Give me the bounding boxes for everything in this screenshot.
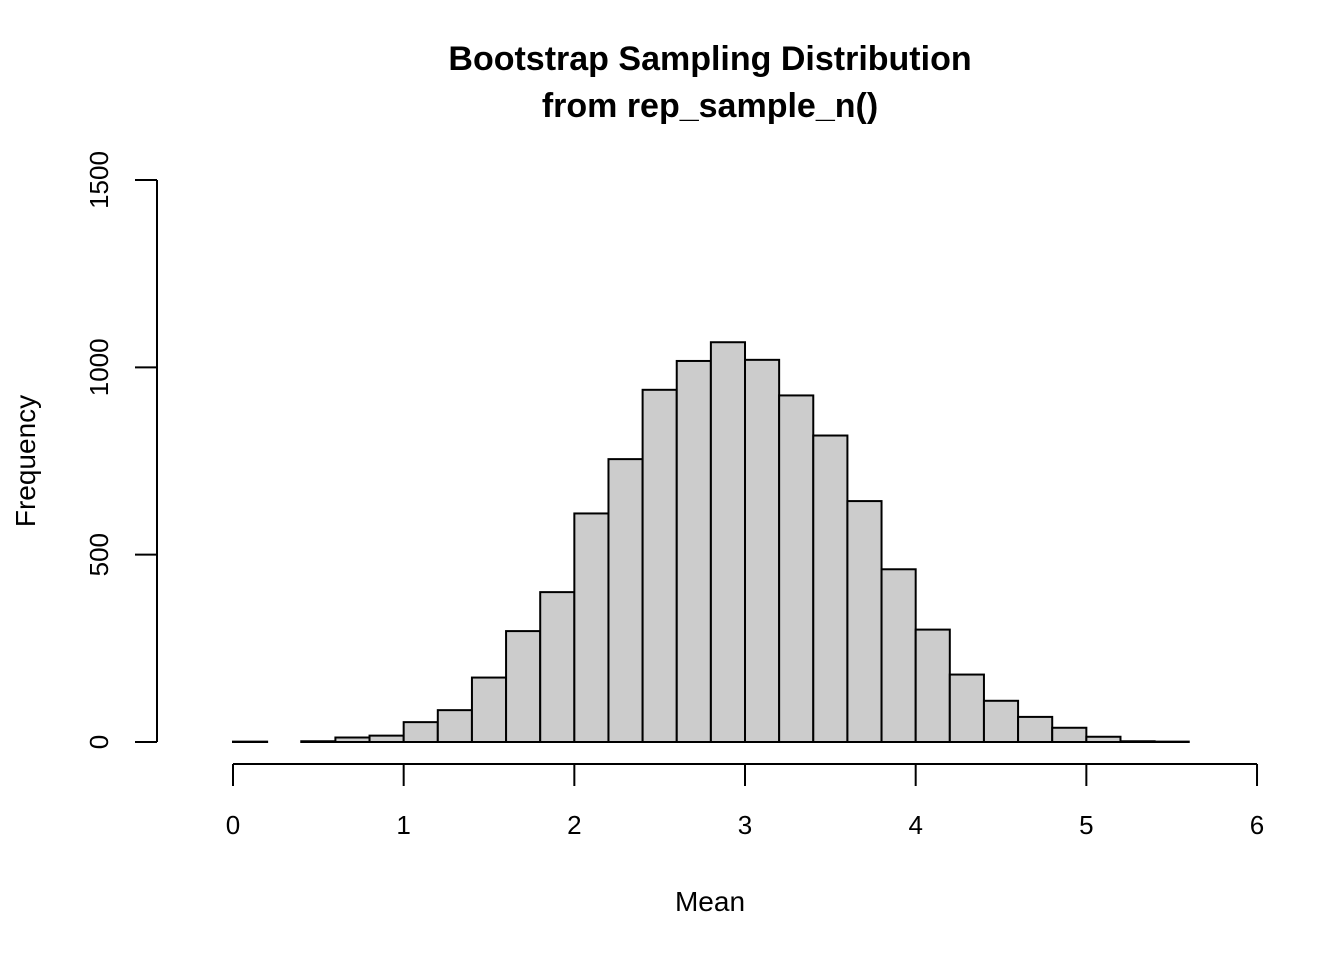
x-tick-label-4: 4 bbox=[908, 810, 922, 840]
x-tick-label-2: 2 bbox=[567, 810, 581, 840]
histogram-bar-15 bbox=[709, 341, 747, 743]
y-axis-label: Frequency bbox=[10, 395, 41, 527]
y-tick-label-1000: 1000 bbox=[84, 338, 114, 396]
histogram-bar-8 bbox=[470, 676, 508, 743]
x-tick-label-0: 0 bbox=[226, 810, 240, 840]
x-tick-label-3: 3 bbox=[738, 810, 752, 840]
chart-title-line-1: Bootstrap Sampling Distribution bbox=[448, 40, 971, 78]
chart-title-line-2: from rep_sample_n() bbox=[542, 87, 878, 125]
histogram-bar-3 bbox=[300, 740, 337, 743]
histogram-bar-5 bbox=[368, 734, 405, 744]
histogram-bar-23 bbox=[982, 699, 1020, 743]
histogram-bar-25 bbox=[1051, 726, 1088, 744]
x-axis-label: Mean bbox=[675, 886, 745, 917]
histogram-bar-12 bbox=[607, 458, 644, 743]
histogram-bar-6 bbox=[402, 721, 439, 744]
histogram-bar-24 bbox=[1017, 715, 1054, 744]
histogram-bar-4 bbox=[334, 736, 371, 743]
histogram-bar-13 bbox=[641, 388, 678, 743]
histogram-bar-16 bbox=[744, 358, 781, 743]
y-tick-label-500: 500 bbox=[84, 533, 114, 576]
histogram-bar-22 bbox=[948, 673, 985, 743]
histogram-bar-9 bbox=[505, 630, 542, 743]
histogram-bar-20 bbox=[880, 568, 917, 744]
histogram-bar-11 bbox=[573, 512, 610, 744]
histogram-bar-10 bbox=[539, 591, 576, 743]
histogram-bar-18 bbox=[812, 434, 849, 743]
y-axis: 0 500 1000 1500 bbox=[84, 151, 158, 749]
x-tick-label-1: 1 bbox=[396, 810, 410, 840]
histogram-bar-27 bbox=[1119, 740, 1156, 743]
histogram-bar-21 bbox=[914, 628, 951, 743]
histogram-bar-17 bbox=[778, 394, 815, 743]
x-axis: 0 1 2 3 4 5 6 bbox=[226, 763, 1264, 840]
x-tick-label-6: 6 bbox=[1250, 810, 1264, 840]
x-tick-label-5: 5 bbox=[1079, 810, 1093, 840]
y-tick-label-1500: 1500 bbox=[84, 151, 114, 209]
histogram-bar-26 bbox=[1085, 735, 1122, 743]
histogram-bar-7 bbox=[436, 709, 473, 744]
histogram-bars bbox=[232, 341, 1190, 744]
histogram-bar-14 bbox=[675, 359, 712, 743]
histogram-bar-19 bbox=[846, 500, 883, 743]
y-tick-label-0: 0 bbox=[84, 735, 114, 749]
